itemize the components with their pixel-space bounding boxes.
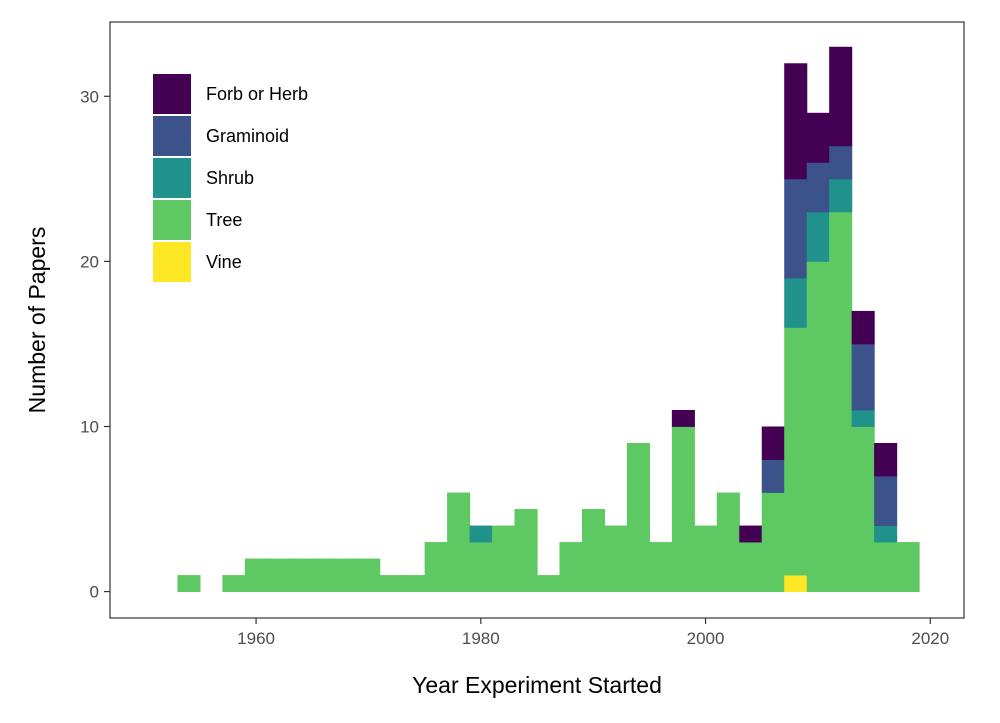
bar-tree-2001 bbox=[716, 492, 740, 592]
legend-key-tree bbox=[153, 200, 191, 240]
bar-graminoid-2005 bbox=[761, 459, 785, 493]
bar-tree-1973 bbox=[402, 575, 426, 592]
bar-shrub-2013 bbox=[851, 409, 875, 427]
legend-key-vine bbox=[153, 242, 191, 282]
y-tick-label: 30 bbox=[80, 87, 99, 106]
legend-key-graminoid bbox=[153, 116, 191, 156]
bar-shrub-2009 bbox=[806, 211, 830, 262]
legend-label-vine: Vine bbox=[206, 252, 242, 272]
bar-tree-2009 bbox=[806, 261, 830, 592]
bar-forb-or-herb-2009 bbox=[806, 112, 830, 163]
bar-shrub-2007 bbox=[784, 277, 808, 328]
x-axis-title: Year Experiment Started bbox=[412, 672, 662, 698]
bar-tree-1975 bbox=[424, 542, 448, 592]
bar-tree-1989 bbox=[581, 509, 606, 592]
legend-key-forb-or-herb bbox=[153, 74, 191, 114]
x-tick-label: 2000 bbox=[687, 629, 725, 648]
bar-tree-1967 bbox=[334, 558, 358, 592]
legend-key-shrub bbox=[153, 158, 191, 198]
bar-shrub-2011 bbox=[829, 178, 853, 213]
bar-tree-2017 bbox=[896, 542, 920, 592]
bar-shrub-1979 bbox=[469, 525, 493, 543]
bar-tree-1957 bbox=[222, 575, 246, 592]
bar-tree-2013 bbox=[851, 426, 875, 592]
y-axis-title: Number of Papers bbox=[24, 227, 50, 414]
x-tick-label: 1960 bbox=[237, 629, 275, 648]
legend-label-graminoid: Graminoid bbox=[206, 126, 289, 146]
x-tick-label: 2020 bbox=[911, 629, 949, 648]
bar-tree-1987 bbox=[559, 542, 583, 592]
bar-tree-2003 bbox=[739, 542, 763, 592]
bar-tree-1999 bbox=[694, 525, 718, 592]
bar-shrub-2015 bbox=[874, 525, 898, 543]
bar-tree-1969 bbox=[357, 558, 381, 592]
bar-tree-1953 bbox=[177, 575, 201, 592]
y-tick-label: 20 bbox=[80, 252, 99, 271]
bar-tree-2011 bbox=[829, 211, 853, 592]
panel-border bbox=[109, 21, 965, 619]
legend: Forb or Herb Graminoid Shrub Tree Vine bbox=[153, 74, 308, 282]
bar-forb-or-herb-2005 bbox=[761, 426, 785, 460]
bar-tree-1997 bbox=[671, 426, 695, 592]
bar-tree-1961 bbox=[267, 558, 291, 592]
bar-tree-1995 bbox=[649, 542, 673, 592]
bar-tree-1981 bbox=[492, 525, 516, 592]
bar-tree-1983 bbox=[514, 509, 538, 592]
bar-forb-or-herb-2007 bbox=[784, 63, 808, 180]
legend-label-tree: Tree bbox=[206, 210, 242, 230]
bar-forb-or-herb-2003 bbox=[739, 525, 763, 543]
bar-graminoid-2009 bbox=[806, 162, 830, 213]
bar-graminoid-2015 bbox=[874, 476, 898, 526]
y-axis: 0 10 20 30 bbox=[80, 87, 110, 602]
y-tick-label: 0 bbox=[90, 583, 99, 602]
bar-tree-1991 bbox=[604, 525, 628, 592]
bar-tree-2007 bbox=[784, 327, 808, 576]
bar-tree-1985 bbox=[537, 575, 561, 592]
bar-tree-1959 bbox=[244, 558, 268, 592]
bar-forb-or-herb-1997 bbox=[671, 409, 695, 427]
bar-tree-1993 bbox=[626, 443, 650, 592]
bar-graminoid-2013 bbox=[851, 343, 875, 411]
bar-tree-1971 bbox=[379, 575, 403, 592]
legend-label-shrub: Shrub bbox=[206, 168, 254, 188]
bar-vine-2007 bbox=[784, 575, 808, 592]
bar-graminoid-2011 bbox=[829, 145, 853, 180]
bar-graminoid-2007 bbox=[784, 178, 808, 279]
x-axis: 1960 1980 2000 2020 bbox=[237, 618, 949, 648]
x-tick-label: 1980 bbox=[462, 629, 500, 648]
bar-tree-1965 bbox=[312, 558, 336, 592]
y-tick-label: 10 bbox=[80, 417, 99, 436]
bars-layer bbox=[177, 46, 920, 592]
legend-label-forb-or-herb: Forb or Herb bbox=[206, 84, 308, 104]
bar-tree-1977 bbox=[447, 492, 471, 592]
bar-tree-2005 bbox=[761, 492, 785, 592]
bar-forb-or-herb-2015 bbox=[874, 443, 898, 477]
bar-tree-2015 bbox=[874, 542, 898, 592]
bar-forb-or-herb-2013 bbox=[851, 310, 875, 345]
bar-forb-or-herb-2011 bbox=[829, 46, 853, 147]
bar-tree-1963 bbox=[289, 558, 313, 592]
bar-tree-1979 bbox=[469, 542, 493, 592]
